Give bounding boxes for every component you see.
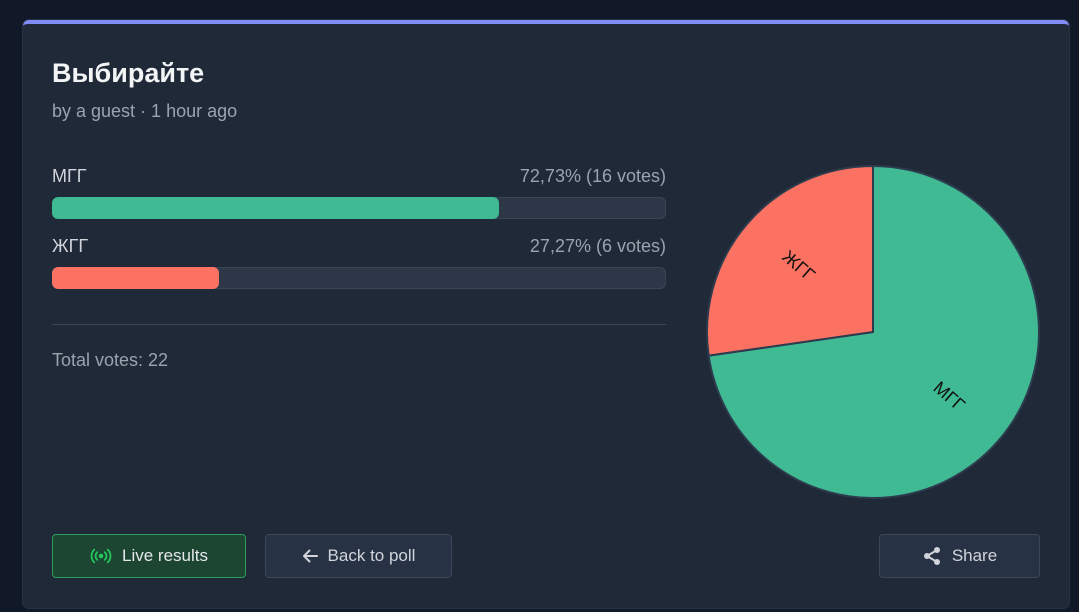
share-icon [922, 546, 942, 566]
option-progress-fill [52, 197, 499, 219]
option-stats: 72,73% (16 votes) [519, 166, 666, 186]
arrow-left-icon [302, 549, 318, 563]
poll-meta: by a guest · 1 hour ago [52, 101, 238, 121]
option-label: МГГ [52, 166, 87, 186]
option-progress-fill [52, 267, 220, 289]
option-progress-track [52, 197, 666, 219]
live-results-label: Live results [122, 546, 208, 565]
back-to-poll-button[interactable]: Back to poll [265, 534, 452, 578]
live-results-button[interactable]: Live results [52, 534, 246, 578]
divider [52, 324, 666, 325]
option-progress-track [52, 267, 666, 289]
pie-slice [706, 164, 874, 357]
share-button[interactable]: Share [879, 534, 1040, 578]
poll-title: Выбирайте [52, 58, 205, 88]
option-stats: 27,27% (6 votes) [529, 236, 666, 256]
poll-results-card: Выбирайте by a guest · 1 hour ago МГГ 72… [23, 20, 1069, 608]
broadcast-icon [90, 548, 112, 564]
option-label: ЖГГ [52, 236, 89, 256]
share-label: Share [951, 546, 998, 565]
back-to-poll-label: Back to poll [327, 546, 416, 565]
total-votes: Total votes: 22 [52, 350, 169, 370]
